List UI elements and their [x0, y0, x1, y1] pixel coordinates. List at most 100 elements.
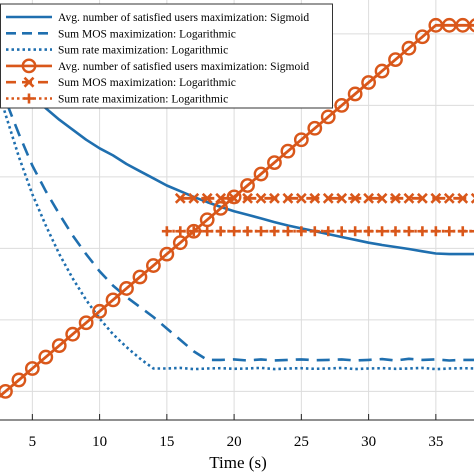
data-point-circle: [38, 349, 54, 365]
legend-item: Sum rate maximization: Logarithmic: [6, 93, 228, 106]
series-2: [0, 82, 474, 362]
data-point-x: [390, 192, 401, 204]
x-tick-label: 15: [159, 434, 174, 450]
data-point-plus: [417, 226, 428, 237]
data-point-circle: [11, 372, 27, 388]
data-point-x: [23, 76, 35, 88]
legend-label: Sum rate maximization: Logarithmic: [58, 94, 228, 106]
data-point-x: [255, 192, 267, 204]
data-point-x: [416, 192, 428, 204]
data-point-circle: [361, 75, 376, 90]
data-point-circle: [199, 212, 215, 228]
data-point-x: [336, 192, 348, 204]
data-point-x: [269, 192, 280, 204]
data-point-circle: [0, 384, 13, 399]
data-point-circle: [213, 200, 229, 216]
data-point-plus: [444, 226, 455, 237]
data-point-plus: [350, 226, 361, 237]
data-point-circle: [92, 303, 108, 319]
data-point-plus: [229, 226, 240, 237]
data-point-circle: [468, 18, 474, 33]
data-point-plus: [242, 226, 253, 237]
data-point-circle: [119, 281, 134, 296]
data-point-circle: [280, 143, 296, 159]
data-point-x: [349, 192, 361, 204]
data-point-circle: [334, 98, 350, 113]
data-point-circle: [293, 132, 309, 148]
x-tick-label: 10: [92, 434, 107, 450]
legend-label: Sum rate maximization: Logarithmic: [58, 45, 228, 57]
series-6: [161, 226, 474, 237]
data-point-x: [309, 192, 321, 204]
data-point-x: [201, 192, 213, 204]
data-point-plus: [215, 226, 226, 237]
data-point-plus: [363, 226, 374, 237]
data-point-x: [457, 192, 469, 204]
data-point-circle: [374, 63, 390, 79]
data-point-plus: [269, 226, 280, 237]
data-point-circle: [347, 86, 363, 102]
data-point-circle: [388, 52, 403, 68]
data-point-plus: [175, 226, 186, 237]
data-point-plus: [403, 226, 414, 237]
data-point-plus: [309, 226, 320, 237]
data-point-plus: [471, 229, 474, 233]
legend-item: Avg. number of satisfied users maximizat…: [6, 58, 309, 74]
series-line: [0, 90, 474, 371]
data-point-x: [322, 192, 334, 204]
data-point-circle: [78, 315, 94, 331]
data-point-circle: [159, 246, 175, 262]
data-point-circle: [307, 120, 323, 136]
data-point-plus: [296, 226, 307, 237]
data-point-circle: [132, 269, 148, 285]
data-point-x: [376, 192, 388, 204]
data-point-circle: [320, 109, 336, 125]
data-point-plus: [282, 226, 293, 237]
data-point-circle: [253, 166, 269, 182]
data-point-plus: [256, 226, 266, 237]
data-point-x: [403, 192, 415, 204]
legend-item: Sum rate maximization: Logarithmic: [6, 45, 228, 57]
data-point-circle: [24, 361, 40, 376]
data-point-x: [282, 192, 294, 204]
x-axis: 5 10 15 20 25 30 35: [0, 414, 474, 450]
series-5: [174, 192, 474, 204]
legend-label: Sum MOS maximization: Logarithmic: [58, 28, 236, 40]
data-point-x: [470, 192, 474, 204]
x-tick-label: 20: [227, 434, 242, 450]
data-point-circle: [51, 338, 67, 354]
x-tick-label: 35: [428, 434, 443, 450]
legend-label: Avg. number of satisfied users maximizat…: [58, 12, 309, 24]
x-axis-label: Time (s): [209, 453, 266, 472]
data-point-plus: [336, 226, 347, 237]
legend-item: Sum MOS maximization: Logarithmic: [6, 28, 236, 40]
data-point-plus: [430, 226, 441, 237]
legend: Avg. number of satisfied users maximizat…: [0, 3, 333, 109]
legend-box: [0, 3, 333, 109]
data-point-x: [363, 192, 375, 204]
data-point-circle: [21, 58, 37, 74]
data-point-plus: [188, 226, 199, 237]
data-point-circle: [145, 258, 161, 273]
x-tick-label: 30: [361, 434, 376, 450]
data-point-x: [242, 192, 253, 204]
series-3: [0, 90, 474, 371]
legend-label: Avg. number of satisfied users maximizat…: [58, 61, 309, 73]
x-tick-label: 5: [29, 434, 37, 450]
series-line: [0, 45, 474, 256]
data-point-circle: [414, 29, 430, 45]
data-point-circle: [267, 155, 282, 171]
data-point-x: [228, 192, 240, 204]
data-point-x: [188, 192, 200, 204]
data-point-plus: [390, 226, 401, 237]
data-point-circle: [65, 326, 81, 342]
data-point-x: [430, 192, 442, 204]
x-tick-label: 25: [294, 434, 309, 450]
data-point-x: [295, 192, 307, 204]
data-point-circle: [240, 178, 255, 193]
legend-item: Avg. number of satisfied users maximizat…: [6, 12, 309, 24]
legend-label: Sum MOS maximization: Logarithmic: [58, 77, 236, 89]
data-point-circle: [105, 292, 121, 308]
data-point-plus: [377, 226, 388, 237]
